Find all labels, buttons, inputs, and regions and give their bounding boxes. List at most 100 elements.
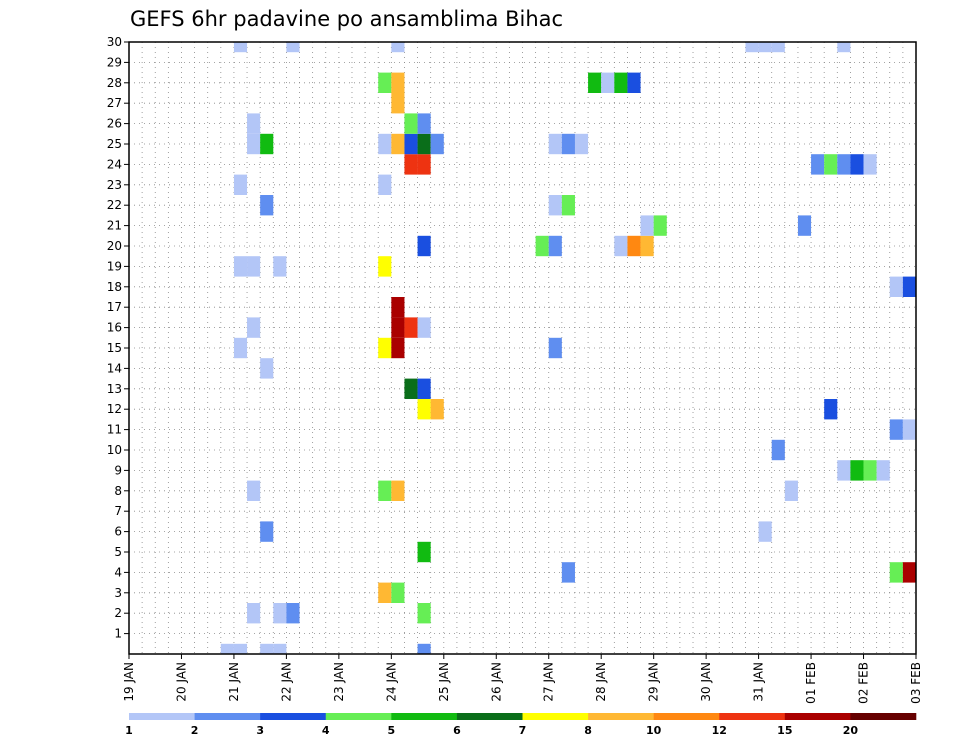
precip-cell [811,154,825,175]
precip-cell [784,480,798,501]
y-tick-label: 23 [107,178,122,192]
precip-cell [561,195,575,216]
precip-cell [653,215,667,236]
precip-cell [233,174,248,195]
colorbar-label: 5 [388,724,396,737]
y-tick-label: 19 [107,259,122,273]
precip-cell [889,419,903,440]
precip-cell [220,643,234,654]
precip-cell [574,133,589,155]
precip-cell [273,256,287,277]
precip-cell [260,643,274,654]
x-tick-label: 19 JAN [122,662,136,702]
colorbar-label: 2 [191,724,199,737]
y-tick-label: 26 [107,117,122,131]
precip-cell [902,562,916,583]
x-tick-label: 29 JAN [647,662,661,702]
precip-cell [561,133,575,155]
precip-cell [391,317,405,338]
precip-cell [863,154,877,175]
precip-cell [247,133,261,155]
y-tick-label: 27 [107,96,122,110]
precip-cell [417,541,431,563]
precip-cell [417,399,431,420]
precip-cell [850,460,864,481]
precip-cell [417,378,431,399]
precip-cell [758,521,772,542]
y-tick-label: 16 [107,321,122,335]
precip-cell [391,582,405,603]
precip-cell [286,603,300,624]
colorbar-label: 6 [453,724,461,737]
colorbar-segment [129,713,195,720]
x-tick-label: 22 JAN [279,662,293,702]
precip-cell [548,337,562,359]
colorbar-label: 8 [584,724,592,737]
precip-cell [824,399,838,420]
precip-cell [771,42,785,53]
colorbar-segment [194,713,261,720]
x-tick-label: 27 JAN [542,662,556,702]
precip-cell [797,215,812,236]
precip-cell [247,317,261,338]
precip-cell [535,235,549,257]
x-tick-label: 28 JAN [594,662,608,702]
precip-cell [233,337,248,359]
colorbar-label: 1 [125,724,133,737]
precip-cell [640,235,654,257]
colorbar-segment [260,713,327,720]
precip-cell [745,42,759,53]
precip-cell [247,113,261,134]
colorbar-segment [391,713,458,720]
colorbar-segment [522,713,589,720]
precip-cell [640,215,654,236]
x-tick-label: 30 JAN [699,662,713,702]
y-tick-label: 5 [114,545,122,559]
precipitation-cells [220,42,916,654]
precip-cell [247,256,261,277]
precip-cell [378,256,392,277]
colorbar-label: 7 [519,724,527,737]
precip-cell [771,439,785,461]
precip-cell [588,72,602,93]
y-axis: 1234567891011121314151617181920212223242… [107,35,129,641]
precip-cell [391,42,405,53]
y-tick-label: 24 [107,157,122,171]
x-tick-label: 24 JAN [384,662,398,702]
precip-cell [233,42,248,53]
precip-cell [758,42,772,53]
y-tick-label: 7 [114,504,122,518]
precip-cell [404,113,418,134]
precip-cell [391,72,405,93]
precip-cell [260,358,274,379]
precip-cell [837,42,851,53]
precip-cell [837,460,851,481]
colorbar-label: 15 [777,724,792,737]
colorbar-label: 3 [256,724,264,737]
chart-title: GEFS 6hr padavine po ansamblima Bihac [130,7,563,31]
precip-cell [430,133,444,155]
colorbar-segment [588,713,654,720]
y-tick-label: 14 [107,361,122,375]
colorbar-segment [719,713,786,720]
precip-cell [417,643,431,654]
precip-cell [417,603,431,624]
precip-cell [404,133,418,155]
y-tick-label: 8 [114,484,122,498]
precip-cell [378,72,392,93]
y-tick-label: 28 [107,76,122,90]
precip-cell [889,276,903,297]
precip-cell [417,133,431,155]
precip-cell [601,72,615,93]
precip-cell [260,133,274,155]
precip-cell [273,643,287,654]
x-tick-label: 23 JAN [332,662,346,702]
precip-cell [247,480,261,501]
precip-cell [233,256,248,277]
y-tick-label: 17 [107,300,122,314]
precip-cell [378,337,392,359]
colorbar-segment [653,713,720,720]
precip-cell [391,480,405,501]
precip-cell [391,297,405,318]
precip-cell [824,154,838,175]
